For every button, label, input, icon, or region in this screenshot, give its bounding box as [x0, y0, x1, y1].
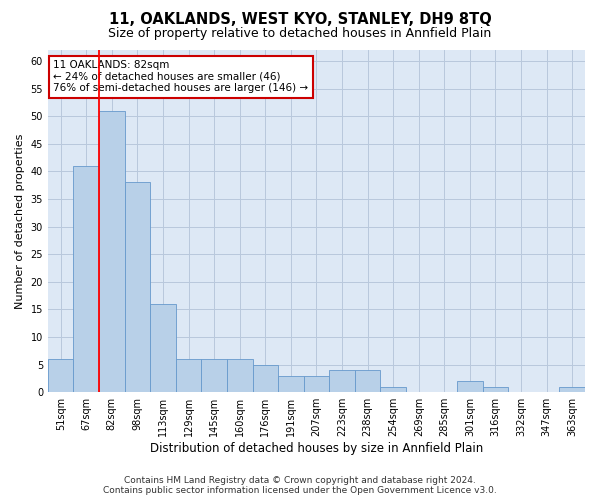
Bar [355, 370, 380, 392]
Bar [253, 364, 278, 392]
Text: Contains HM Land Registry data © Crown copyright and database right 2024.
Contai: Contains HM Land Registry data © Crown c… [103, 476, 497, 495]
Text: 11 OAKLANDS: 82sqm
← 24% of detached houses are smaller (46)
76% of semi-detache: 11 OAKLANDS: 82sqm ← 24% of detached hou… [53, 60, 308, 94]
Bar [73, 166, 99, 392]
Bar [304, 376, 329, 392]
Bar [176, 359, 202, 392]
Text: Size of property relative to detached houses in Annfield Plain: Size of property relative to detached ho… [109, 28, 491, 40]
Bar [150, 304, 176, 392]
Bar [457, 381, 482, 392]
Bar [559, 386, 585, 392]
X-axis label: Distribution of detached houses by size in Annfield Plain: Distribution of detached houses by size … [150, 442, 483, 455]
Bar [125, 182, 150, 392]
Bar [48, 359, 73, 392]
Bar [380, 386, 406, 392]
Bar [329, 370, 355, 392]
Bar [227, 359, 253, 392]
Bar [99, 110, 125, 392]
Y-axis label: Number of detached properties: Number of detached properties [15, 134, 25, 309]
Bar [202, 359, 227, 392]
Bar [278, 376, 304, 392]
Bar [482, 386, 508, 392]
Text: 11, OAKLANDS, WEST KYO, STANLEY, DH9 8TQ: 11, OAKLANDS, WEST KYO, STANLEY, DH9 8TQ [109, 12, 491, 28]
